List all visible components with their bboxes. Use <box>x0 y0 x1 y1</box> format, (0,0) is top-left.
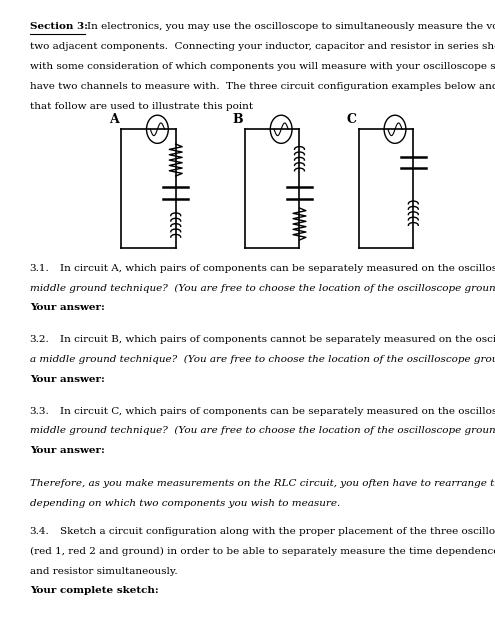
Text: Section 3:: Section 3: <box>30 22 88 31</box>
Text: A: A <box>109 113 119 126</box>
Text: with some consideration of which components you will measure with your oscillosc: with some consideration of which compone… <box>30 62 495 71</box>
Text: In circuit A, which pairs of components can be separately measured on the oscill: In circuit A, which pairs of components … <box>60 264 495 273</box>
Text: Sketch a circuit configuration along with the proper placement of the three osci: Sketch a circuit configuration along wit… <box>60 527 495 536</box>
Text: have two channels to measure with.  The three circuit configuration examples bel: have two channels to measure with. The t… <box>30 82 495 91</box>
Text: that follow are used to illustrate this point: that follow are used to illustrate this … <box>30 102 253 111</box>
Text: 3.4.: 3.4. <box>30 527 50 536</box>
Text: In circuit C, which pairs of components can be separately measured on the oscill: In circuit C, which pairs of components … <box>60 406 495 415</box>
Text: Your complete sketch:: Your complete sketch: <box>30 586 158 595</box>
Text: 3.1.: 3.1. <box>30 264 50 273</box>
Text: Your answer:: Your answer: <box>30 303 104 312</box>
Text: depending on which two components you wish to measure.: depending on which two components you wi… <box>30 499 340 508</box>
Text: a middle ground technique?  (You are free to choose the location of the oscillos: a middle ground technique? (You are free… <box>30 355 495 364</box>
Text: Therefore, as you make measurements on the RLC circuit, you often have to rearra: Therefore, as you make measurements on t… <box>30 479 495 488</box>
Text: Your answer:: Your answer: <box>30 446 104 455</box>
Text: In electronics, you may use the oscilloscope to simultaneously measure the volta: In electronics, you may use the oscillos… <box>87 22 495 31</box>
Text: 3.2.: 3.2. <box>30 335 50 344</box>
Text: two adjacent components.  Connecting your inductor, capacitor and resistor in se: two adjacent components. Connecting your… <box>30 42 495 51</box>
Text: 3.3.: 3.3. <box>30 406 50 415</box>
Text: (red 1, red 2 and ground) in order to be able to separately measure the time dep: (red 1, red 2 and ground) in order to be… <box>30 547 495 556</box>
Text: Your answer:: Your answer: <box>30 375 104 384</box>
Text: middle ground technique?  (You are free to choose the location of the oscillosco: middle ground technique? (You are free t… <box>30 426 495 435</box>
Text: C: C <box>346 113 356 126</box>
Text: In circuit B, which pairs of components cannot be separately measured on the osc: In circuit B, which pairs of components … <box>60 335 495 344</box>
Text: middle ground technique?  (You are free to choose the location of the oscillosco: middle ground technique? (You are free t… <box>30 284 495 292</box>
Text: and resistor simultaneously.: and resistor simultaneously. <box>30 566 177 575</box>
Text: B: B <box>232 113 243 126</box>
